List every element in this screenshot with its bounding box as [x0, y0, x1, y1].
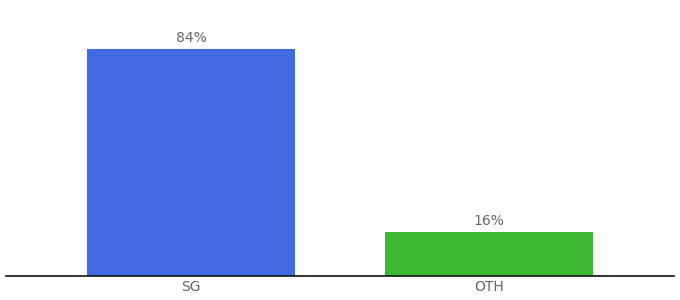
- Bar: [87, 49, 295, 276]
- Bar: [385, 232, 593, 276]
- Text: 84%: 84%: [176, 31, 207, 45]
- Text: 16%: 16%: [473, 214, 504, 228]
